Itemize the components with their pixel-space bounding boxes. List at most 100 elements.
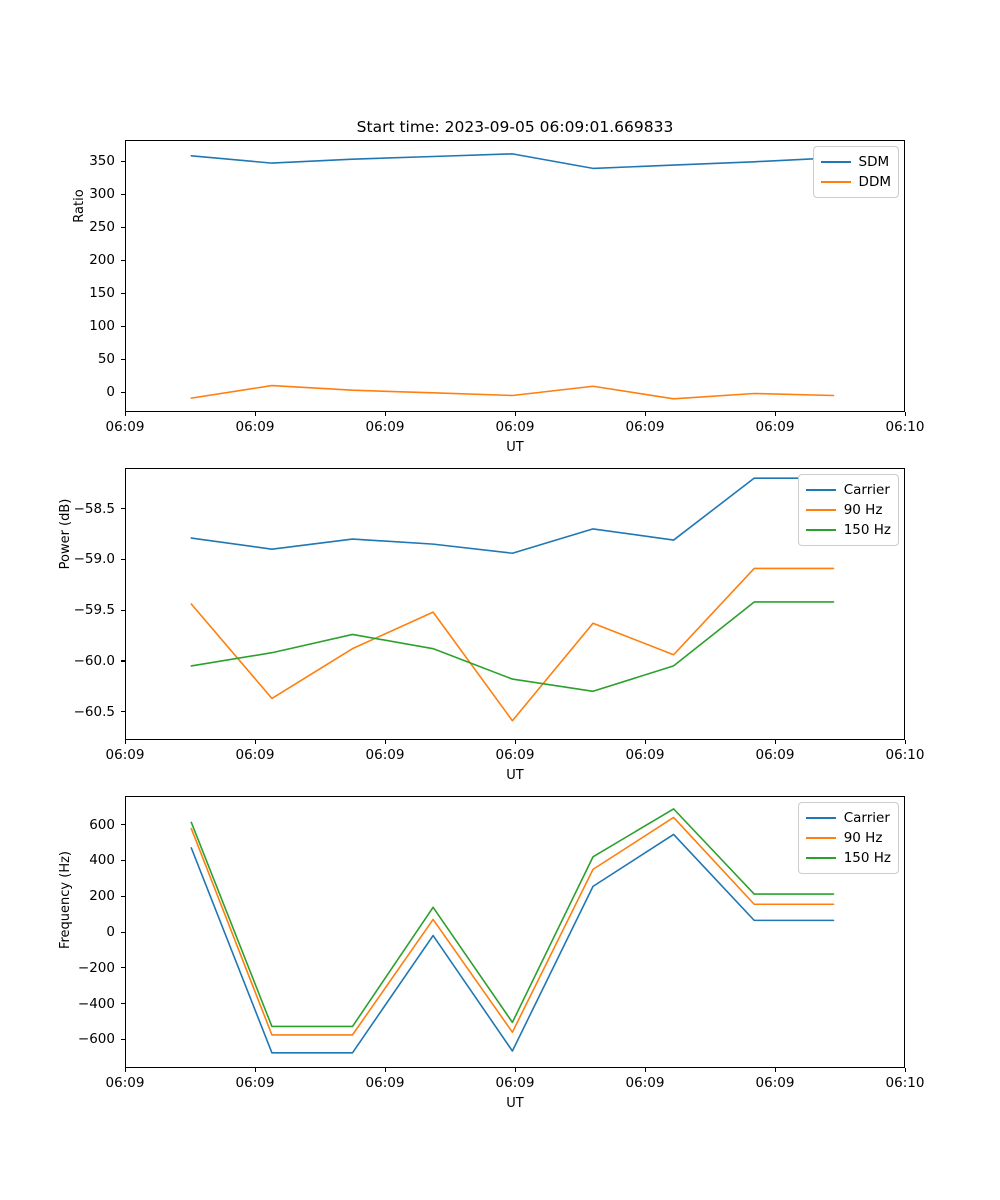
legend-entry-carrier[interactable]: Carrier — [805, 808, 891, 828]
legend-entry-ddm[interactable]: DDM — [820, 172, 891, 192]
x-tick-mark — [904, 412, 906, 416]
ratio-subplot: SDM DDM — [125, 140, 905, 412]
series-line-carrier — [190, 833, 835, 1054]
frequency-xlabel: UT — [506, 1096, 524, 1111]
y-tick-mark — [121, 824, 125, 826]
y-tick-mark — [121, 609, 125, 611]
figure-title: Start time: 2023-09-05 06:09:01.669833 — [356, 118, 674, 136]
y-tick-label: 200 — [89, 888, 115, 905]
y-tick-label: 200 — [89, 252, 115, 269]
x-tick-mark — [254, 412, 256, 416]
ratio-plot-lines — [190, 153, 835, 400]
legend-swatch-ddm — [820, 181, 851, 183]
legend-entry-150-hz[interactable]: 150 Hz — [805, 848, 891, 868]
power-plot-lines — [190, 477, 835, 722]
legend-entry-150-hz[interactable]: 150 Hz — [805, 520, 891, 540]
y-tick-mark — [121, 558, 125, 561]
y-tick-label: 350 — [89, 153, 115, 170]
y-tick-label: 400 — [89, 852, 115, 869]
power-axes-frame — [125, 468, 905, 740]
y-tick-mark — [121, 967, 125, 969]
y-tick-label: −400 — [77, 995, 115, 1012]
y-tick-label: 150 — [89, 285, 115, 302]
x-tick-label: 06:10 — [885, 1075, 925, 1091]
x-tick-mark — [904, 740, 906, 744]
y-tick-label: 100 — [89, 318, 115, 335]
x-tick-mark — [514, 1068, 516, 1072]
x-tick-label: 06:09 — [365, 747, 405, 763]
frequency-plot-lines — [190, 808, 835, 1054]
power-legend[interactable]: Carrier 90 Hz 150 Hz — [797, 474, 899, 546]
x-tick-label: 06:09 — [235, 1075, 275, 1091]
x-tick-mark — [254, 740, 256, 744]
legend-label: SDM — [858, 154, 890, 170]
x-tick-label: 06:09 — [625, 747, 665, 763]
legend-label: 90 Hz — [843, 502, 883, 518]
legend-entry-carrier[interactable]: Carrier — [805, 480, 891, 500]
y-tick-mark — [121, 193, 125, 195]
x-tick-label: 06:09 — [105, 1075, 145, 1091]
y-tick-mark — [121, 931, 125, 933]
y-tick-mark — [121, 358, 125, 360]
legend-swatch-carrier — [805, 489, 836, 491]
x-tick-mark — [774, 412, 776, 416]
x-tick-mark — [644, 740, 646, 744]
y-tick-mark — [121, 226, 125, 228]
y-tick-label: −59.5 — [73, 602, 115, 619]
y-tick-label: −600 — [77, 1031, 115, 1048]
legend-label: Carrier — [843, 810, 890, 826]
y-tick-label: 0 — [106, 924, 115, 940]
x-tick-mark — [384, 412, 386, 416]
y-tick-mark — [121, 1003, 125, 1005]
y-tick-mark — [121, 325, 125, 327]
series-line-carrier — [190, 477, 835, 555]
legend-label: 150 Hz — [843, 850, 891, 866]
x-tick-label: 06:09 — [625, 1075, 665, 1091]
x-tick-mark — [644, 412, 646, 416]
frequency-subplot: Carrier 90 Hz 150 Hz — [125, 796, 905, 1068]
x-tick-label: 06:09 — [105, 419, 145, 435]
y-tick-label: 50 — [97, 351, 115, 368]
legend-swatch-sdm — [820, 161, 851, 163]
x-tick-mark — [384, 740, 386, 744]
x-tick-mark — [774, 1068, 776, 1072]
x-tick-mark — [124, 1068, 126, 1072]
legend-entry-sdm[interactable]: SDM — [820, 152, 891, 172]
x-tick-mark — [254, 1068, 256, 1072]
series-line-150-hz — [190, 808, 835, 1028]
frequency-legend[interactable]: Carrier 90 Hz 150 Hz — [797, 802, 899, 874]
x-tick-label: 06:09 — [755, 419, 795, 435]
y-tick-mark — [121, 259, 125, 261]
y-tick-label: −58.5 — [73, 500, 115, 517]
x-tick-label: 06:09 — [495, 1075, 535, 1091]
ratio-xlabel: UT — [506, 440, 524, 455]
power-xlabel: UT — [506, 768, 524, 783]
legend-label: 150 Hz — [843, 522, 891, 538]
x-tick-label: 06:10 — [885, 747, 925, 763]
series-line-90-hz — [190, 816, 835, 1036]
x-tick-label: 06:09 — [105, 747, 145, 763]
y-tick-mark — [121, 292, 125, 294]
x-tick-label: 06:09 — [365, 1075, 405, 1091]
x-tick-mark — [124, 412, 126, 416]
power-subplot: Carrier 90 Hz 150 Hz — [125, 468, 905, 740]
y-tick-mark — [121, 160, 125, 162]
x-tick-label: 06:09 — [235, 747, 275, 763]
y-tick-mark — [121, 391, 125, 393]
x-tick-mark — [644, 1068, 646, 1072]
legend-entry-90-hz[interactable]: 90 Hz — [805, 500, 891, 520]
ratio-legend[interactable]: SDM DDM — [812, 146, 899, 198]
legend-swatch-150-hz — [805, 529, 836, 531]
legend-swatch-90-hz — [805, 837, 836, 839]
x-tick-label: 06:09 — [235, 419, 275, 435]
legend-entry-90-hz[interactable]: 90 Hz — [805, 828, 891, 848]
y-tick-label: 600 — [89, 816, 115, 833]
x-tick-label: 06:09 — [365, 419, 405, 435]
x-tick-mark — [514, 412, 516, 416]
x-tick-mark — [514, 740, 516, 744]
y-tick-mark — [121, 859, 125, 862]
x-tick-label: 06:09 — [625, 419, 665, 435]
frequency-axes-frame — [125, 796, 905, 1068]
y-tick-label: −60.5 — [73, 703, 115, 720]
